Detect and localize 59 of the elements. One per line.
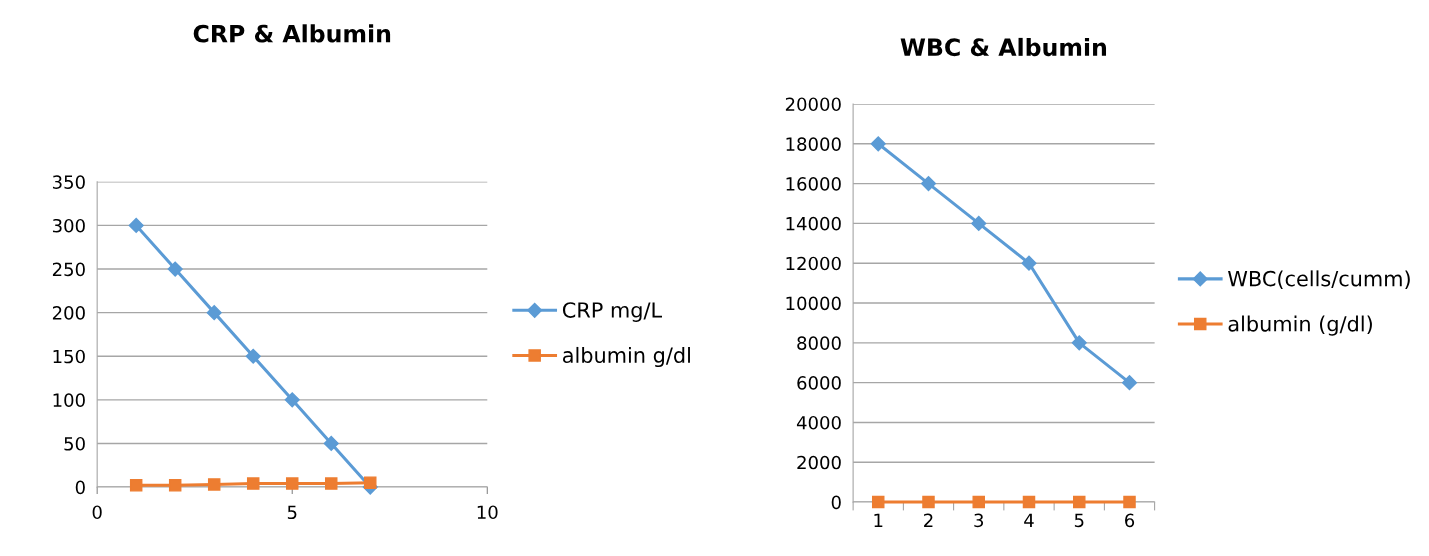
point — [871, 495, 885, 509]
y-tick-label: 150 — [53, 349, 85, 364]
y-tick-label: 200 — [52, 306, 85, 320]
y-tick-label: 14000 — [786, 216, 841, 231]
point — [1121, 375, 1138, 391]
point — [1123, 495, 1136, 509]
y-tick-label: 8000 — [797, 336, 841, 350]
y-tick-label: 0 — [831, 495, 841, 510]
y-tick-label: 300 — [52, 218, 85, 233]
point — [129, 479, 143, 492]
y-tick-label: 12000 — [786, 256, 841, 271]
y-tick-label: 6000 — [797, 376, 841, 390]
point — [323, 435, 339, 452]
point — [168, 479, 182, 492]
point — [364, 476, 377, 489]
point — [870, 136, 886, 152]
legend-label: albumin (g/dl) — [1228, 315, 1372, 336]
y-tick-label: 10000 — [786, 296, 841, 311]
point — [285, 477, 299, 490]
point — [1073, 495, 1086, 509]
x-tick-label: 0 — [92, 505, 102, 520]
point — [971, 215, 987, 231]
point — [922, 495, 935, 509]
y-tick-label: 350 — [52, 175, 85, 189]
x-tick-label: 4 — [1024, 513, 1034, 527]
chart-title: CRP & Albumin — [193, 24, 391, 43]
x-tick-label: 3 — [974, 513, 984, 528]
point — [128, 217, 144, 233]
legend-label: CRP mg/L — [562, 302, 662, 322]
x-tick-label: 2 — [924, 513, 933, 527]
point — [920, 176, 937, 192]
y-tick-label: 4000 — [796, 415, 841, 430]
point — [324, 477, 338, 490]
point — [1022, 495, 1036, 509]
legend-label: WBC(cells/cumm) — [1228, 270, 1410, 289]
y-tick-label: 50 — [64, 436, 85, 451]
y-tick-label: 100 — [53, 393, 85, 407]
x-tick-label: 10 — [477, 505, 498, 520]
point — [284, 392, 300, 408]
point — [972, 495, 985, 509]
y-tick-label: 0 — [75, 480, 85, 495]
x-tick-label: 1 — [874, 513, 883, 527]
y-tick-label: 2000 — [797, 455, 841, 470]
x-tick-label: 6 — [1125, 513, 1135, 528]
point — [246, 477, 260, 490]
y-tick-label: 250 — [52, 262, 85, 277]
legend-label: albumin g/dl — [563, 346, 690, 368]
point — [1021, 255, 1037, 271]
point — [167, 261, 183, 277]
x-tick-label: 5 — [287, 505, 297, 520]
point — [206, 305, 222, 321]
point — [1071, 335, 1087, 351]
point — [207, 478, 221, 491]
chart-title: WBC & Albumin — [900, 37, 1107, 57]
point — [245, 348, 261, 364]
x-tick-label: 5 — [1074, 513, 1084, 528]
y-tick-label: 16000 — [786, 177, 841, 191]
y-tick-label: 18000 — [786, 137, 841, 151]
y-tick-label: 20000 — [785, 97, 841, 112]
